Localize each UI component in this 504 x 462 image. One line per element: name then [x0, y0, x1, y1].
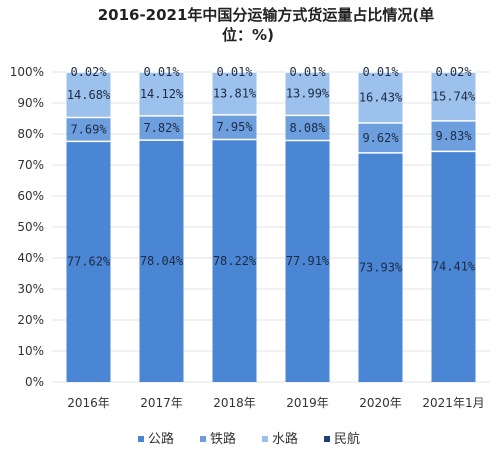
chart-title-line2: 位：%)	[222, 26, 274, 44]
x-tick-label: 2018年	[213, 396, 256, 410]
data-label: 13.81%	[213, 86, 257, 100]
y-tick-label: 50%	[17, 220, 44, 234]
bar-segment	[212, 139, 257, 382]
legend-label: 公路	[148, 431, 174, 447]
bar-segment	[285, 140, 330, 382]
legend-swatch	[200, 436, 206, 442]
bar-segment	[66, 117, 111, 142]
legend-label: 铁路	[210, 431, 236, 447]
legend-swatch	[138, 436, 144, 442]
y-tick-label: 10%	[17, 344, 44, 358]
data-labels: 77.62% 7.69% 14.68% 0.02% 78.04% 7.82% 14.12% 0…	[67, 65, 476, 274]
y-tick-label: 100%	[10, 65, 44, 79]
chart-title-line1: 2016-2021年中国分运输方式货运量占比情况(单	[98, 6, 435, 24]
legend: 公路 铁路 水路 民航	[138, 431, 360, 447]
y-tick-label: 80%	[17, 127, 44, 141]
legend-label: 民航	[334, 431, 360, 447]
bar-segment	[358, 152, 403, 382]
data-label: 7.82%	[143, 121, 180, 135]
bar-segment	[431, 120, 476, 152]
bar-segment	[66, 141, 111, 382]
y-tick-label: 30%	[17, 282, 44, 296]
bar-segment	[358, 122, 403, 153]
data-label: 15.74%	[432, 89, 476, 103]
x-tick-label: 2021年1月	[422, 396, 484, 410]
data-label: 77.62%	[67, 255, 111, 269]
data-label: 13.99%	[286, 87, 330, 101]
y-tick-label: 70%	[17, 158, 44, 172]
y-tick-label: 0%	[25, 375, 44, 389]
x-axis: 2016年 2017年 2018年 2019年 2020年 2021年1月	[67, 396, 484, 410]
bar-segment	[285, 72, 330, 116]
y-tick-label: 60%	[17, 189, 44, 203]
data-label: 9.62%	[362, 131, 399, 145]
bars	[66, 71, 476, 382]
legend-swatch	[324, 436, 330, 442]
legend-label: 水路	[272, 431, 298, 447]
x-tick-label: 2017年	[140, 396, 183, 410]
data-label: 74.41%	[432, 260, 476, 274]
data-label: 78.22%	[213, 254, 257, 268]
data-label: 16.43%	[359, 91, 403, 105]
data-label: 9.83%	[435, 129, 472, 143]
data-label: 7.69%	[70, 122, 107, 136]
y-tick-label: 20%	[17, 313, 44, 327]
bar-segment	[139, 140, 184, 382]
data-label: 0.01%	[289, 65, 326, 79]
gridlines	[52, 71, 490, 383]
data-label: 73.93%	[359, 260, 403, 274]
data-label: 77.91%	[286, 254, 330, 268]
data-label: 0.01%	[143, 65, 180, 79]
bar-segment	[285, 115, 330, 141]
data-label: 0.01%	[216, 65, 253, 79]
data-label: 14.12%	[140, 87, 184, 101]
x-tick-label: 2016年	[67, 396, 110, 410]
legend-swatch	[262, 436, 268, 442]
y-tick-label: 40%	[17, 251, 44, 265]
data-label: 0.01%	[362, 65, 399, 79]
bar-segment	[431, 72, 476, 121]
bar-segment	[139, 115, 184, 141]
data-label: 0.02%	[435, 65, 472, 79]
data-label: 14.68%	[67, 88, 111, 102]
y-axis: 0% 10% 20% 30% 40% 50% 60% 70% 80% 90% 100%	[10, 65, 44, 389]
data-label: 0.02%	[70, 65, 107, 79]
x-tick-label: 2019年	[286, 396, 329, 410]
bar-segment	[212, 72, 257, 115]
x-tick-label: 2020年	[359, 396, 402, 410]
data-label: 7.95%	[216, 120, 253, 134]
bar-segment	[358, 72, 403, 123]
data-label: 8.08%	[289, 121, 326, 135]
bar-segment	[66, 72, 111, 118]
data-label: 78.04%	[140, 254, 184, 268]
bar-segment	[212, 114, 257, 140]
y-tick-label: 90%	[17, 96, 44, 110]
bar-segment	[431, 151, 476, 382]
bar-segment	[139, 72, 184, 116]
